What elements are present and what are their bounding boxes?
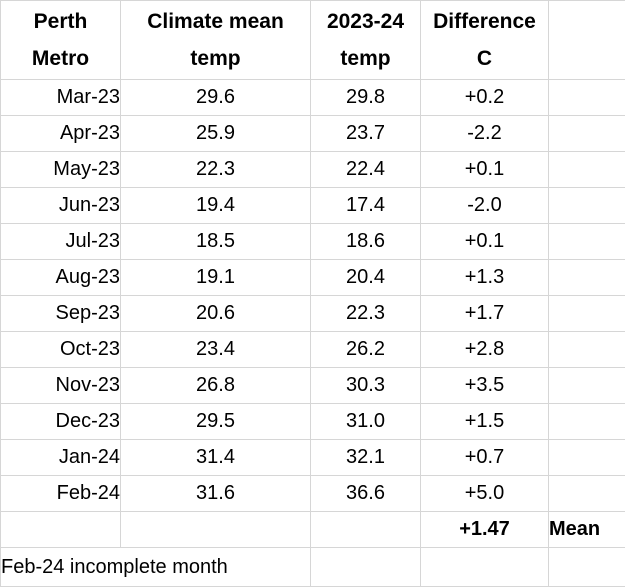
empty-cell xyxy=(420,547,549,587)
cell-2023-24-temp: 30.3 xyxy=(310,367,421,404)
empty-cell xyxy=(548,475,625,512)
header-climate-line2: temp xyxy=(190,47,241,70)
header-month-line1: Perth xyxy=(33,10,88,33)
table-row: Mar-23 29.6 29.8 +0.2 xyxy=(0,79,625,116)
cell-month: Jul-23 xyxy=(0,223,121,260)
cell-difference: +2.8 xyxy=(420,331,549,368)
cell-difference: +3.5 xyxy=(420,367,549,404)
cell-difference: +0.7 xyxy=(420,439,549,476)
empty-cell xyxy=(548,331,625,368)
cell-climate-mean: 26.8 xyxy=(120,367,311,404)
empty-cell xyxy=(120,511,311,548)
table-row: Jan-24 31.4 32.1 +0.7 xyxy=(0,439,625,476)
cell-month: Jun-23 xyxy=(0,187,121,224)
footnote-text: Feb-24 incomplete month xyxy=(0,547,311,587)
cell-month: Apr-23 xyxy=(0,115,121,152)
mean-difference-value: +1.47 xyxy=(420,511,549,548)
empty-cell xyxy=(0,511,121,548)
table-row: Nov-23 26.8 30.3 +3.5 xyxy=(0,367,625,404)
cell-climate-mean: 25.9 xyxy=(120,115,311,152)
cell-2023-24-temp: 22.4 xyxy=(310,151,421,188)
cell-difference: +0.1 xyxy=(420,223,549,260)
header-difference-line1: Difference xyxy=(433,10,536,33)
column-header-month: Perth Metro xyxy=(0,0,121,80)
empty-cell xyxy=(548,367,625,404)
column-header-climate-mean: Climate mean temp xyxy=(120,0,311,80)
cell-difference: +1.5 xyxy=(420,403,549,440)
cell-2023-24-temp: 29.8 xyxy=(310,79,421,116)
cell-month: Feb-24 xyxy=(0,475,121,512)
cell-month: Dec-23 xyxy=(0,403,121,440)
cell-climate-mean: 31.4 xyxy=(120,439,311,476)
cell-climate-mean: 29.6 xyxy=(120,79,311,116)
cell-2023-24-temp: 22.3 xyxy=(310,295,421,332)
cell-difference: +0.1 xyxy=(420,151,549,188)
table-row: Oct-23 23.4 26.2 +2.8 xyxy=(0,331,625,368)
cell-difference: +0.2 xyxy=(420,79,549,116)
cell-difference: +5.0 xyxy=(420,475,549,512)
empty-cell xyxy=(310,547,421,587)
empty-cell xyxy=(548,187,625,224)
cell-difference: -2.0 xyxy=(420,187,549,224)
table-row: Jun-23 19.4 17.4 -2.0 xyxy=(0,187,625,224)
header-season-line1: 2023-24 xyxy=(326,10,405,33)
cell-month: Jan-24 xyxy=(0,439,121,476)
cell-month: Sep-23 xyxy=(0,295,121,332)
empty-cell xyxy=(548,403,625,440)
header-month-line2: Metro xyxy=(31,47,90,70)
column-header-difference: Difference C xyxy=(420,0,549,80)
empty-cell xyxy=(548,151,625,188)
cell-2023-24-temp: 32.1 xyxy=(310,439,421,476)
cell-2023-24-temp: 23.7 xyxy=(310,115,421,152)
cell-month: Mar-23 xyxy=(0,79,121,116)
empty-cell xyxy=(548,79,625,116)
column-header-2023-24: 2023-24 temp xyxy=(310,0,421,80)
table-row: Feb-24 31.6 36.6 +5.0 xyxy=(0,475,625,512)
cell-difference: -2.2 xyxy=(420,115,549,152)
cell-climate-mean: 23.4 xyxy=(120,331,311,368)
table-row: Sep-23 20.6 22.3 +1.7 xyxy=(0,295,625,332)
cell-climate-mean: 18.5 xyxy=(120,223,311,260)
table-row: Jul-23 18.5 18.6 +0.1 xyxy=(0,223,625,260)
table-row: Dec-23 29.5 31.0 +1.5 xyxy=(0,403,625,440)
empty-cell xyxy=(548,223,625,260)
cell-difference: +1.3 xyxy=(420,259,549,296)
header-climate-line1: Climate mean xyxy=(147,10,284,33)
cell-2023-24-temp: 31.0 xyxy=(310,403,421,440)
header-season-line2: temp xyxy=(340,47,391,70)
table-row: Aug-23 19.1 20.4 +1.3 xyxy=(0,259,625,296)
cell-climate-mean: 31.6 xyxy=(120,475,311,512)
cell-climate-mean: 22.3 xyxy=(120,151,311,188)
empty-cell xyxy=(548,259,625,296)
cell-2023-24-temp: 20.4 xyxy=(310,259,421,296)
cell-month: Oct-23 xyxy=(0,331,121,368)
cell-climate-mean: 29.5 xyxy=(120,403,311,440)
cell-2023-24-temp: 36.6 xyxy=(310,475,421,512)
cell-difference: +1.7 xyxy=(420,295,549,332)
empty-cell xyxy=(310,511,421,548)
header-row: Perth Metro Climate mean temp 2023-24 te… xyxy=(0,0,625,80)
header-difference-line2: C xyxy=(476,47,493,70)
table-row: May-23 22.3 22.4 +0.1 xyxy=(0,151,625,188)
column-header-empty xyxy=(548,0,625,80)
empty-cell xyxy=(548,547,625,587)
footnote-row: Feb-24 incomplete month xyxy=(0,547,625,587)
empty-cell xyxy=(548,115,625,152)
mean-label: Mean xyxy=(548,511,625,548)
cell-month: May-23 xyxy=(0,151,121,188)
empty-cell xyxy=(548,295,625,332)
cell-climate-mean: 20.6 xyxy=(120,295,311,332)
cell-month: Aug-23 xyxy=(0,259,121,296)
mean-row: +1.47 Mean xyxy=(0,511,625,548)
cell-2023-24-temp: 17.4 xyxy=(310,187,421,224)
empty-cell xyxy=(548,439,625,476)
cell-climate-mean: 19.4 xyxy=(120,187,311,224)
table-row: Apr-23 25.9 23.7 -2.2 xyxy=(0,115,625,152)
cell-2023-24-temp: 26.2 xyxy=(310,331,421,368)
cell-2023-24-temp: 18.6 xyxy=(310,223,421,260)
cell-month: Nov-23 xyxy=(0,367,121,404)
cell-climate-mean: 19.1 xyxy=(120,259,311,296)
